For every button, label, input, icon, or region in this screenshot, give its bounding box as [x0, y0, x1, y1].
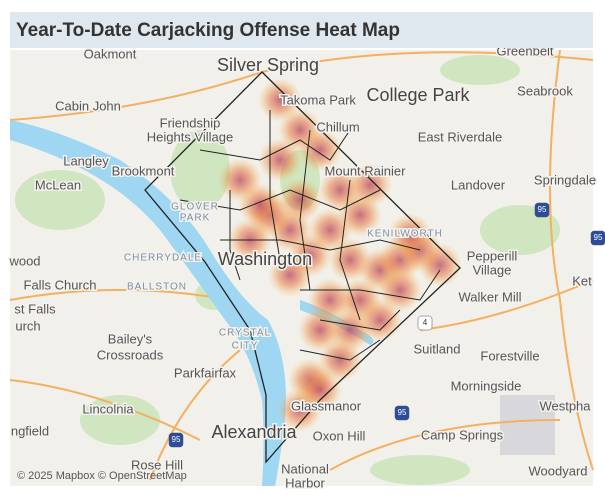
route-number: 95: [538, 205, 547, 214]
place-label: Chillum: [316, 119, 359, 134]
place-label: PARK: [180, 213, 211, 224]
place-label: wood: [8, 253, 40, 268]
route-number: 95: [398, 408, 407, 417]
place-label: Camp Springs: [421, 427, 504, 442]
place-label: Cabin John: [55, 98, 121, 113]
place-label: Crossroads: [97, 347, 164, 362]
place-label: Seabrook: [517, 83, 573, 98]
place-label: Takoma Park: [280, 92, 356, 107]
route-shield: [590, 230, 605, 246]
attribution: © 2025 Mapbox © OpenStreetMap: [17, 470, 187, 482]
place-label: Glassmanor: [291, 398, 362, 413]
place-label: Friendship: [160, 115, 221, 130]
place-label: East Riverdale: [418, 129, 503, 144]
place-label: Heights Village: [147, 129, 233, 144]
place-label: ngfield: [11, 423, 49, 438]
place-label: Westpha: [539, 398, 591, 413]
place-label: Morningside: [451, 378, 522, 393]
place-label: Parkfairfax: [174, 365, 237, 380]
place-label: CHERRYDALE: [124, 253, 202, 264]
place-label: BALLSTON: [127, 282, 187, 293]
place-label: Washington: [218, 249, 312, 269]
place-label: Forestville: [480, 348, 539, 363]
place-label: Pepperill: [467, 248, 518, 263]
heat-blob: [258, 138, 302, 182]
place-label: McLean: [35, 177, 81, 192]
place-label: Lincolnia: [82, 401, 134, 416]
route-shield: [394, 405, 410, 421]
heat-blob: [358, 298, 402, 342]
heat-blob: [348, 163, 392, 207]
place-label: KENILWORTH: [367, 229, 443, 240]
place-label: Silver Spring: [217, 55, 319, 75]
place-label: CITY: [232, 341, 259, 352]
place-label: Harbor: [285, 475, 325, 490]
place-label: Rose Hill: [131, 457, 183, 472]
place-label: Oxon Hill: [313, 428, 366, 443]
place-label: Bailey's: [108, 331, 153, 346]
place-label: Falls Church: [24, 277, 97, 292]
district-boundaries: [144, 71, 461, 464]
airbase: [500, 395, 555, 455]
route-number: 4: [423, 318, 428, 327]
place-label: Suitland: [414, 341, 461, 356]
heat-blob: [218, 158, 262, 202]
route-shield: [168, 432, 184, 448]
place-label: National: [281, 461, 329, 476]
place-label: CRYSTAL: [219, 328, 271, 339]
place-label: Brookmont: [112, 163, 175, 178]
route-shield: [417, 315, 433, 331]
title-bar: Year-To-Date Carjacking Offense Heat Map: [10, 12, 593, 48]
place-label: Springdale: [534, 172, 596, 187]
route-number: 95: [594, 233, 603, 242]
place-label: Walker Mill: [458, 289, 521, 304]
place-label: Woodyard: [528, 463, 587, 478]
roads: [9, 49, 594, 481]
route-shield: [534, 202, 550, 218]
place-label: GLOVER: [171, 202, 219, 213]
place-label: Mount Rainier: [325, 163, 407, 178]
heat-blob: [298, 368, 342, 412]
heat-blob: [388, 213, 432, 257]
place-label: urch: [15, 318, 40, 333]
place-label: Langley: [63, 153, 109, 168]
place-label: Ket: [572, 273, 592, 288]
place-label: Oakmont: [84, 46, 137, 61]
place-label: st Falls: [14, 301, 56, 316]
heat-blob: [268, 253, 312, 297]
place-label: Landover: [451, 177, 506, 192]
place-label: Alexandria: [211, 422, 297, 442]
route-number: 95: [172, 435, 181, 444]
place-label: Village: [473, 262, 512, 277]
place-label: College Park: [366, 85, 470, 105]
heat-layer: [218, 78, 462, 432]
